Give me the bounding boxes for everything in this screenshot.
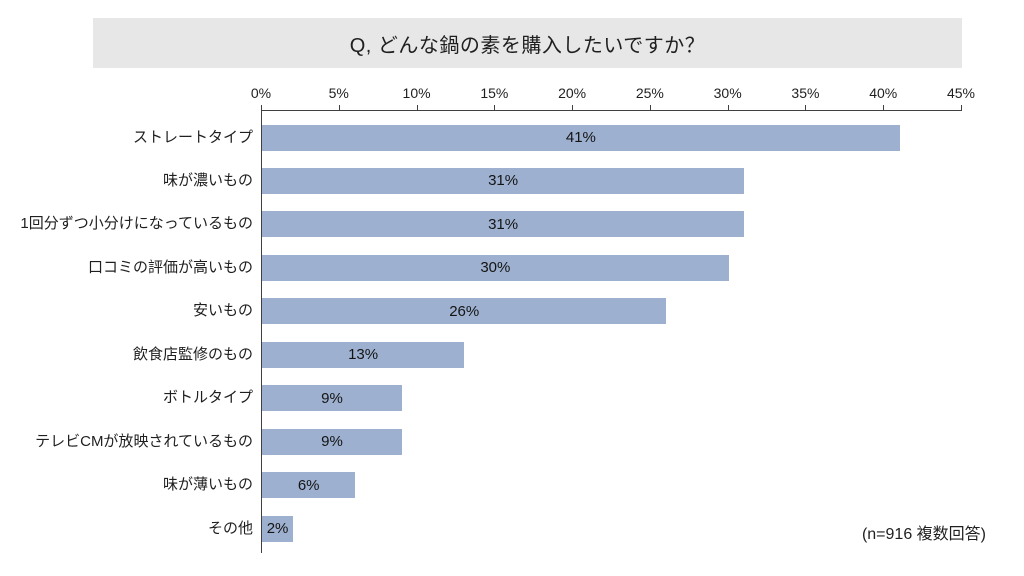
bar-value-label: 41%	[565, 129, 596, 146]
bar: 13%	[262, 341, 465, 368]
x-tick-mark	[727, 105, 729, 110]
x-tick-label: 5%	[328, 85, 349, 101]
y-axis-line	[261, 110, 262, 553]
bar: 41%	[262, 124, 900, 151]
x-tick-mark	[961, 105, 962, 110]
bar: 30%	[262, 254, 729, 281]
sample-size-note: (n=916 複数回答)	[861, 526, 986, 543]
x-tick-mark	[805, 105, 807, 110]
bar: 31%	[262, 167, 745, 194]
x-tick-label: 40%	[869, 85, 898, 101]
category-label: 飲食店監修のもの	[132, 345, 253, 363]
bar-value-label: 9%	[321, 389, 343, 407]
x-axis-line	[261, 110, 962, 111]
bar: 31%	[262, 211, 745, 238]
category-label: 安いもの	[192, 302, 253, 320]
x-tick-label: 30%	[713, 85, 742, 101]
bar-value-label: 31%	[488, 172, 519, 190]
x-tick-mark	[261, 105, 262, 110]
category-label: 1回分ずつ小分けになっているもの	[20, 215, 253, 233]
x-tick-mark	[416, 105, 418, 110]
bar: 26%	[262, 298, 667, 325]
bar-value-label: 2%	[266, 520, 289, 538]
category-label: テレビCMが放映されているもの	[35, 432, 253, 450]
category-label: 口コミの評価が高いもの	[87, 258, 253, 276]
x-tick-label: 35%	[791, 85, 820, 101]
category-label: 味が濃いもの	[162, 171, 253, 189]
bar: 6%	[262, 472, 356, 499]
bar: 9%	[262, 428, 402, 455]
x-tick-mark	[338, 105, 340, 110]
chart-title: Q, どんな鍋の素を購入したいですか？	[349, 34, 706, 57]
category-label: ボトルタイプ	[162, 389, 253, 407]
category-label: 味が薄いもの	[162, 476, 253, 494]
x-tick-mark	[883, 105, 885, 110]
chart-title-banner: Q, どんな鍋の素を購入したいですか？	[93, 18, 962, 68]
bar-value-label: 9%	[321, 433, 343, 451]
x-tick-label: 25%	[635, 85, 664, 101]
bar-value-label: 31%	[488, 215, 519, 233]
category-label: その他	[207, 519, 253, 537]
bar: 2%	[262, 515, 294, 542]
x-tick-label: 15%	[480, 85, 509, 101]
x-tick-label: 10%	[402, 85, 431, 101]
x-tick-mark	[494, 105, 496, 110]
bar-value-label: 30%	[480, 259, 511, 277]
x-tick-mark	[572, 105, 574, 110]
bar: 9%	[262, 385, 402, 412]
x-tick-label: 0%	[250, 85, 272, 101]
x-tick-label: 45%	[946, 85, 976, 101]
bar-value-label: 26%	[449, 302, 480, 320]
x-tick-label: 20%	[558, 85, 587, 101]
x-tick-mark	[649, 105, 651, 110]
bar-value-label: 13%	[348, 346, 379, 364]
bar-value-label: 6%	[297, 476, 320, 494]
category-label: ストレートタイプ	[132, 128, 253, 146]
